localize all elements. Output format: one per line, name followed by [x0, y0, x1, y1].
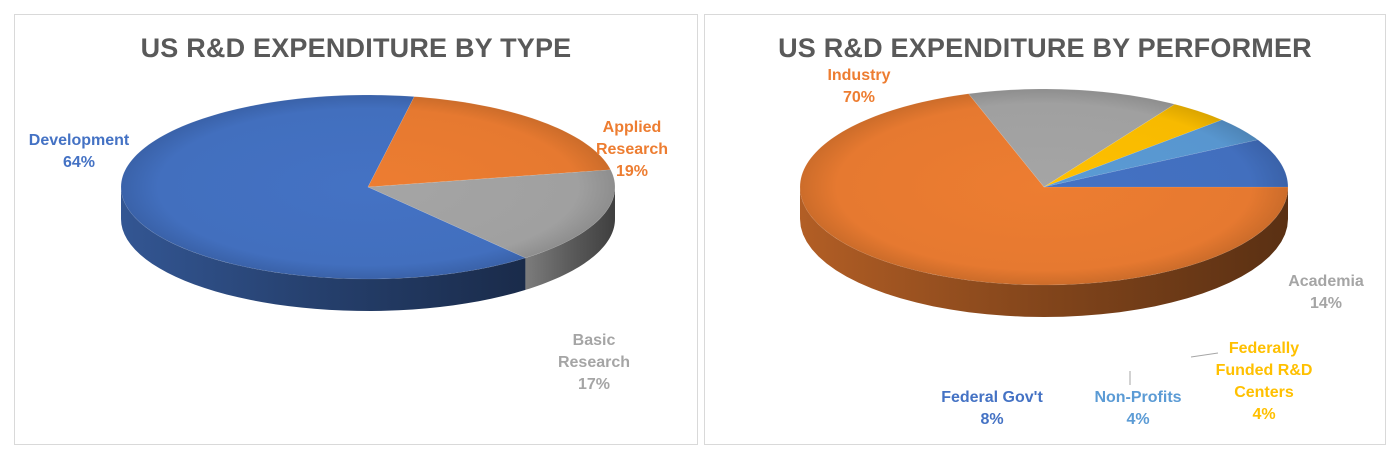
slice-applied-research	[367, 96, 612, 188]
slice-non-profits	[1043, 119, 1259, 188]
data-label-industry: Industry 70%	[827, 67, 890, 106]
slice-academia	[968, 88, 1176, 188]
slice-side-basic-research	[525, 187, 615, 290]
slice-industry	[799, 93, 1289, 286]
pie-chart-type: Development 64% Applied Research 19% Basic Res…	[29, 94, 668, 393]
slice-basic-research	[367, 169, 616, 259]
slice-side-development	[121, 187, 526, 311]
pie-chart-performer: Industry 70% Academia 14% Federally Funded R&…	[799, 67, 1364, 428]
data-label-basic-research: Basic Research 17%	[558, 332, 630, 393]
chart-panel-type: US R&D EXPENDITURE BY TYPE Development 64…	[14, 14, 698, 445]
data-label-federally-funded-r-d-centers: Federally Funded R&D Centers 4%	[1216, 340, 1313, 423]
leader-line-federally-funded	[1190, 352, 1219, 358]
chart-title: US R&D EXPENDITURE BY TYPE	[140, 33, 572, 63]
data-label-applied-research: Applied Research 19%	[596, 119, 668, 180]
data-label-non-profits: Non-Profits 4%	[1094, 389, 1181, 428]
chart-panel-performer: US R&D EXPENDITURE BY PERFORMER Industry…	[704, 14, 1386, 445]
slice-development	[120, 94, 527, 280]
slice-side-industry	[800, 187, 1288, 317]
slice-federally-funded-r-d-centers	[1043, 103, 1223, 188]
slice-federal-gov-t	[1043, 139, 1289, 188]
data-label-federal-gov-t: Federal Gov't 8%	[941, 389, 1043, 428]
chart-title: US R&D EXPENDITURE BY PERFORMER	[778, 33, 1312, 63]
data-label-development: Development 64%	[29, 132, 130, 171]
data-label-academia: Academia 14%	[1288, 273, 1364, 312]
